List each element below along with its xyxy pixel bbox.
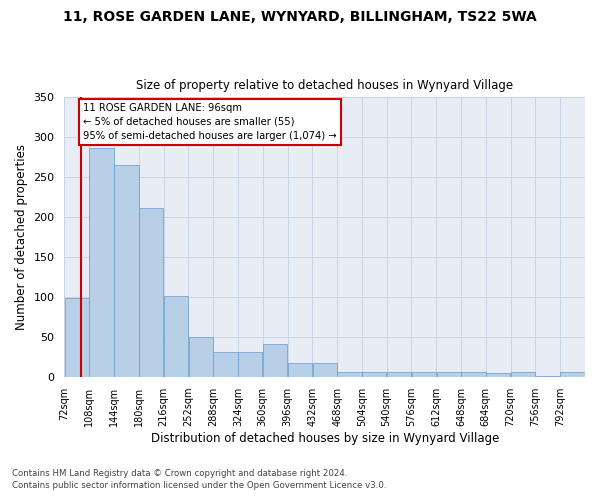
Bar bbox=[412, 372, 436, 377]
Bar bbox=[214, 352, 238, 377]
Bar bbox=[511, 372, 535, 377]
Bar bbox=[362, 372, 386, 377]
Bar bbox=[114, 166, 139, 377]
Bar bbox=[387, 372, 411, 377]
X-axis label: Distribution of detached houses by size in Wynyard Village: Distribution of detached houses by size … bbox=[151, 432, 499, 445]
Bar bbox=[164, 296, 188, 377]
Text: 11, ROSE GARDEN LANE, WYNYARD, BILLINGHAM, TS22 5WA: 11, ROSE GARDEN LANE, WYNYARD, BILLINGHA… bbox=[63, 10, 537, 24]
Bar bbox=[263, 344, 287, 377]
Bar bbox=[139, 208, 163, 377]
Bar bbox=[288, 363, 312, 377]
Bar bbox=[89, 148, 114, 377]
Title: Size of property relative to detached houses in Wynyard Village: Size of property relative to detached ho… bbox=[136, 79, 513, 92]
Bar bbox=[337, 372, 362, 377]
Text: Contains HM Land Registry data © Crown copyright and database right 2024.
Contai: Contains HM Land Registry data © Crown c… bbox=[12, 468, 386, 490]
Y-axis label: Number of detached properties: Number of detached properties bbox=[15, 144, 28, 330]
Bar bbox=[560, 372, 585, 377]
Bar bbox=[486, 373, 511, 377]
Bar bbox=[238, 352, 262, 377]
Text: 11 ROSE GARDEN LANE: 96sqm
← 5% of detached houses are smaller (55)
95% of semi-: 11 ROSE GARDEN LANE: 96sqm ← 5% of detac… bbox=[83, 103, 337, 141]
Bar bbox=[461, 372, 485, 377]
Bar bbox=[188, 337, 213, 377]
Bar bbox=[313, 363, 337, 377]
Bar bbox=[536, 376, 560, 377]
Bar bbox=[437, 372, 461, 377]
Bar bbox=[65, 298, 89, 377]
